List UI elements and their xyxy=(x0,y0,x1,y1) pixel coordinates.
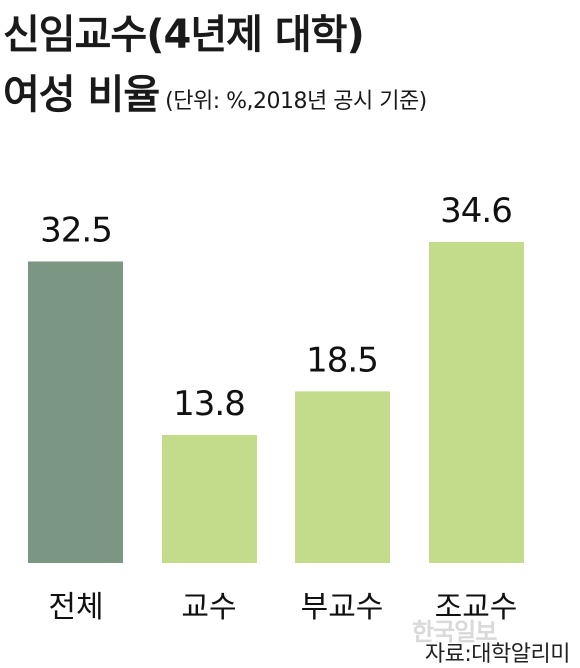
chart-title-text-2: 여성 비율 xyxy=(3,72,160,118)
bar-2 xyxy=(162,434,257,563)
category-label-4: 조교수 xyxy=(435,590,518,625)
chart-title-line-2: 여성 비율 (단위: %,2018년 공시 기준) xyxy=(3,62,427,120)
chart-subtitle: (단위: %,2018년 공시 기준) xyxy=(165,89,427,114)
value-label-2: 13.8 xyxy=(173,384,245,424)
value-label-3: 18.5 xyxy=(306,340,378,380)
value-label-1: 32.5 xyxy=(40,210,112,250)
watermark-logo: 한국일보 xyxy=(412,618,497,646)
category-label-1: 전체 xyxy=(48,590,103,625)
category-label-2: 교수 xyxy=(181,590,236,625)
category-label-3: 부교수 xyxy=(301,590,384,625)
bar-1 xyxy=(28,261,123,563)
bar-4 xyxy=(429,242,524,563)
bar-3 xyxy=(295,391,390,563)
source-note: 자료:대학알리미 xyxy=(424,642,571,667)
chart-title-line-1: 신임교수(4년제 대학) xyxy=(3,12,365,58)
value-label-4: 34.6 xyxy=(440,191,512,231)
